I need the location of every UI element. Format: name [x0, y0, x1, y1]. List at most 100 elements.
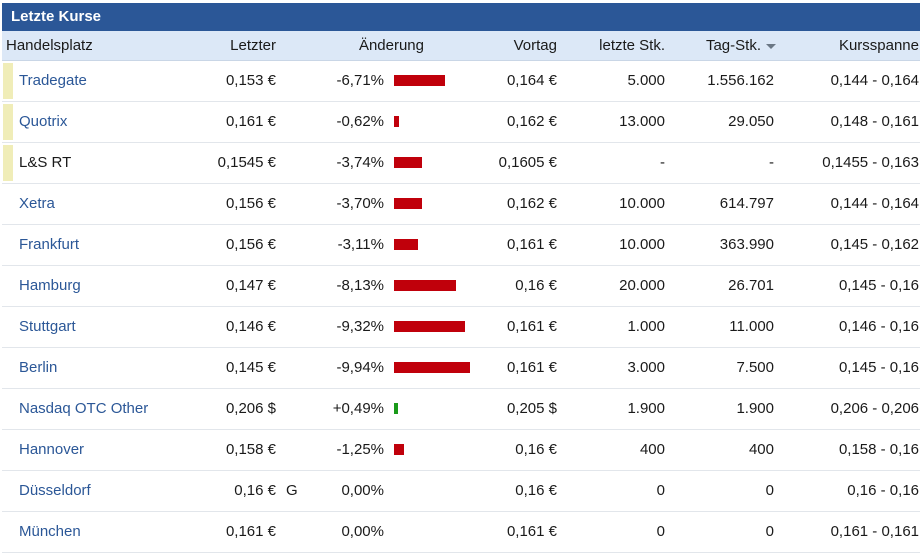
exchange-link[interactable]: Tradegate [19, 72, 87, 89]
negative-change-bar [394, 157, 423, 168]
header-kursspanne[interactable]: Kursspanne [838, 37, 919, 54]
last-pieces: 0 [656, 523, 665, 540]
day-pieces: 1.900 [736, 400, 774, 417]
last-pieces: 20.000 [619, 277, 665, 294]
exchange-link[interactable]: Düsseldorf [19, 482, 91, 499]
table-row: Tradegate 0,153 € -6,71% 0,164 € 5.000 1.556.… [2, 61, 920, 102]
exchange-link[interactable]: Quotrix [19, 113, 68, 130]
negative-change-bar [394, 75, 445, 86]
exchange-link[interactable]: München [19, 523, 81, 540]
price-range: 0,158 - 0,16 [838, 441, 919, 458]
day-pieces: 7.500 [736, 359, 774, 376]
change-bar-cell [394, 307, 484, 347]
price-range: 0,145 - 0,16 [838, 277, 919, 294]
table-row: Quotrix 0,161 € -0,62% 0,162 € 13.000 29.050 0… [2, 102, 920, 143]
previous-price: 0,164 € [506, 72, 557, 89]
last-price: 0,16 € [234, 482, 276, 499]
previous-price: 0,16 € [515, 441, 557, 458]
last-pieces: 10.000 [619, 236, 665, 253]
price-range: 0,144 - 0,164 [830, 72, 919, 89]
price-range: 0,1455 - 0,163 [822, 154, 919, 171]
previous-price: 0,16 € [515, 277, 557, 294]
panel-title: Letzte Kurse [2, 3, 920, 31]
price-range: 0,206 - 0,206 [830, 400, 919, 417]
exchange-link[interactable]: Stuttgart [19, 318, 76, 335]
table-row: Berlin 0,145 € -9,94% 0,161 € 3.000 7.500 0,14… [2, 348, 920, 389]
exchange-link[interactable]: Xetra [19, 195, 55, 212]
header-letzte-stk[interactable]: letzte Stk. [599, 37, 665, 54]
table-row: Düsseldorf 0,16 € G 0,00% 0,16 € 0 0 0,16 - 0,1… [2, 471, 920, 512]
price-range: 0,148 - 0,161 [830, 113, 919, 130]
last-price: 0,146 € [225, 318, 276, 335]
price-range: 0,144 - 0,164 [830, 195, 919, 212]
table-row: Frankfurt 0,156 € -3,11% 0,161 € 10.000 363.9… [2, 225, 920, 266]
negative-change-bar [394, 239, 418, 250]
day-pieces: 614.797 [719, 195, 774, 212]
header-tag-stk[interactable]: Tag-Stk. [674, 31, 776, 61]
exchange-link[interactable]: Hamburg [19, 277, 81, 294]
previous-price: 0,161 € [506, 236, 557, 253]
previous-price: 0,1605 € [498, 154, 557, 171]
exchange-link[interactable]: Nasdaq OTC Other [19, 400, 149, 417]
table-row: München 0,161 € 0,00% 0,161 € 0 0 0,161 - 0,16… [2, 512, 920, 553]
price-range: 0,16 - 0,16 [847, 482, 919, 499]
exchange-link[interactable]: Hannover [19, 441, 85, 458]
last-price: 0,161 € [225, 523, 276, 540]
last-price: 0,147 € [225, 277, 276, 294]
previous-price: 0,16 € [515, 482, 557, 499]
change-bar-cell [394, 143, 484, 183]
day-pieces: 26.701 [728, 277, 774, 294]
change-bar-cell [394, 61, 484, 101]
day-pieces: - [769, 154, 774, 171]
header-handelsplatz[interactable]: Handelsplatz [6, 37, 93, 54]
table-header: Handelsplatz Letzter Änderung Vortag let… [2, 31, 920, 61]
change-percent: -3,70% [336, 195, 384, 212]
change-bar-cell [394, 430, 484, 470]
change-bar-cell [394, 266, 484, 306]
sort-descending-icon [766, 43, 776, 49]
exchange-link[interactable]: Frankfurt [19, 236, 80, 253]
positive-change-bar [394, 403, 398, 414]
last-price: 0,153 € [225, 72, 276, 89]
change-percent: -6,71% [336, 72, 384, 89]
change-percent: +0,49% [332, 400, 384, 417]
change-bar-cell [394, 184, 484, 224]
previous-price: 0,161 € [506, 318, 557, 335]
realtime-marker [3, 104, 13, 140]
last-pieces: 1.900 [627, 400, 665, 417]
exchange-link[interactable]: Berlin [19, 359, 58, 376]
previous-price: 0,162 € [506, 195, 557, 212]
change-percent: -9,32% [336, 318, 384, 335]
change-bar-cell [394, 102, 484, 142]
change-bar-cell [394, 389, 484, 429]
header-tag-stk-label: Tag-Stk. [705, 37, 761, 54]
change-percent: -3,74% [336, 154, 384, 171]
last-pieces: 3.000 [627, 359, 665, 376]
price-flag: G [286, 482, 298, 499]
change-bar-cell [394, 512, 484, 552]
last-pieces: 1.000 [627, 318, 665, 335]
day-pieces: 0 [765, 523, 774, 540]
previous-price: 0,161 € [506, 359, 557, 376]
day-pieces: 400 [748, 441, 774, 458]
table-row: L&S RT 0,1545 € -3,74% 0,1605 € - - 0,1455 - 0… [2, 143, 920, 184]
exchange-name: L&S RT [19, 154, 72, 171]
header-vortag[interactable]: Vortag [513, 37, 557, 54]
last-pieces: 13.000 [619, 113, 665, 130]
header-aenderung[interactable]: Änderung [358, 37, 424, 54]
last-price: 0,161 € [225, 113, 276, 130]
day-pieces: 11.000 [729, 318, 774, 335]
table-row: Xetra 0,156 € -3,70% 0,162 € 10.000 614.797 0,… [2, 184, 920, 225]
last-price: 0,156 € [225, 236, 276, 253]
header-letzter[interactable]: Letzter [230, 37, 276, 54]
change-percent: -9,94% [336, 359, 384, 376]
negative-change-bar [394, 362, 470, 373]
change-percent: -1,25% [336, 441, 384, 458]
price-range: 0,146 - 0,16 [838, 318, 919, 335]
change-percent: 0,00% [341, 523, 384, 540]
table-row: Hamburg 0,147 € -8,13% 0,16 € 20.000 26.701 0,… [2, 266, 920, 307]
negative-change-bar [394, 280, 456, 291]
price-range: 0,145 - 0,16 [838, 359, 919, 376]
last-price: 0,1545 € [217, 154, 276, 171]
